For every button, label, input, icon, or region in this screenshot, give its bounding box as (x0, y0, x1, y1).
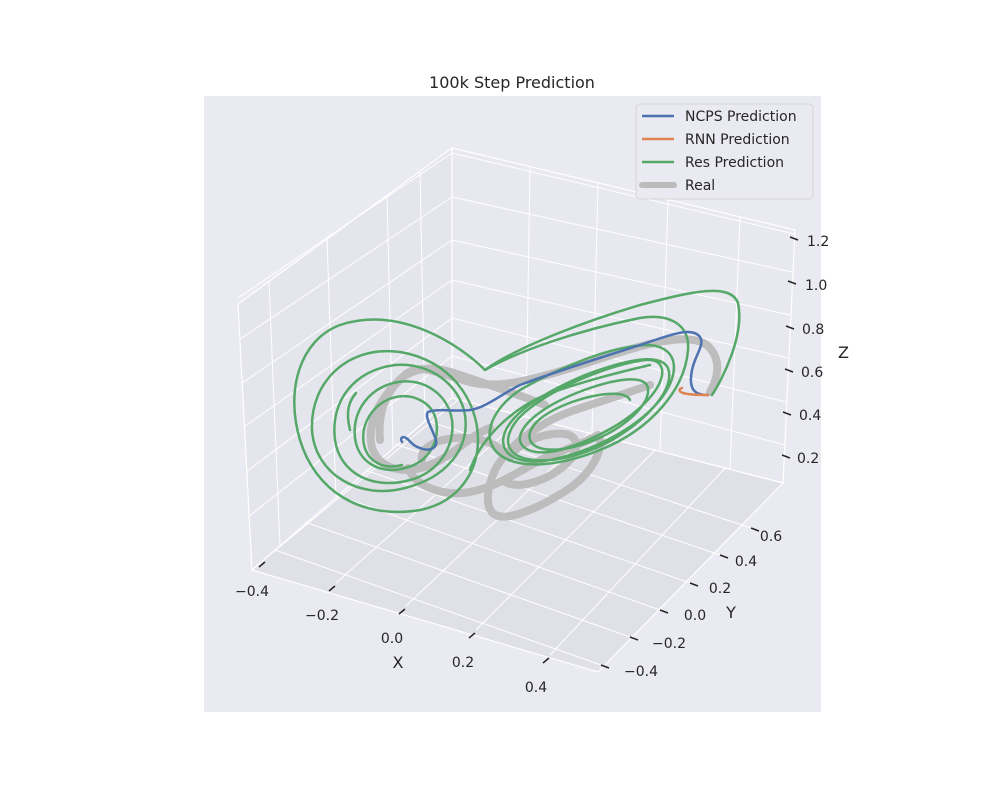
grid-line (274, 549, 602, 666)
legend-box (635, 103, 814, 200)
legend-label-rnn: RNN Prediction (685, 132, 790, 148)
y-tick (719, 554, 729, 559)
grid-line (451, 196, 793, 273)
real-trajectory (483, 381, 654, 521)
grid-line (237, 152, 453, 299)
grid-line (549, 466, 727, 656)
legend-label-res: Res Prediction (685, 155, 784, 171)
grid-line (451, 355, 786, 446)
grid-line (304, 521, 631, 638)
y-tick-label: −0.4 (624, 664, 658, 680)
grid-line (335, 494, 661, 611)
z-tick (781, 454, 791, 459)
grid-line (451, 152, 795, 235)
y-tick (629, 636, 639, 641)
z-tick (782, 411, 792, 416)
x-tick (328, 585, 336, 592)
grid-line (451, 239, 791, 316)
grid-line (239, 196, 453, 340)
y-tick-label: 0.2 (709, 581, 731, 597)
z-tick-label: 0.2 (797, 451, 819, 467)
z-tick-label: 1.2 (807, 234, 829, 250)
series-rnn-prediction (678, 386, 710, 397)
z-tick-label: 1.0 (805, 278, 827, 294)
y-tick-label: 0.0 (684, 608, 706, 624)
x-tick-label: 0.0 (381, 631, 403, 647)
res-trajectory (293, 289, 741, 514)
x-axis-label: X (393, 653, 404, 672)
z-tick-label: 0.6 (801, 365, 823, 381)
z-tick-label: 0.4 (799, 408, 821, 424)
x-tick-label: −0.4 (235, 584, 269, 600)
z-axis-label: Z (838, 343, 849, 362)
grid-line (419, 170, 426, 423)
grid-line (386, 194, 394, 450)
series-res-prediction (293, 289, 741, 514)
x-tick-label: 0.4 (525, 680, 547, 696)
grid-line (245, 317, 453, 473)
z-axis: 0.2 0.4 0.6 0.8 1.0 1.2 Z (781, 234, 849, 467)
y-tick-label: 0.6 (760, 529, 782, 545)
z-tick-label: 0.8 (802, 322, 824, 338)
y-tick-label: −0.2 (652, 636, 686, 652)
legend-label-ncps: NCPS Prediction (685, 109, 797, 125)
series-ncps-prediction (399, 330, 710, 451)
x-tick (468, 632, 476, 639)
legend-label-real: Real (685, 178, 715, 194)
grid-lines (237, 152, 795, 666)
z-tick (789, 236, 799, 241)
x-tick (398, 608, 406, 615)
grid-line (268, 280, 281, 547)
x-tick (258, 561, 266, 568)
real-trajectory (417, 433, 514, 464)
z-tick (787, 280, 797, 285)
x-axis: −0.4 −0.2 0.0 0.2 0.4 X (235, 561, 550, 696)
y-tick (750, 527, 760, 532)
res-trajectory (346, 391, 358, 432)
z-tick (784, 368, 794, 373)
chart-title: 100k Step Prediction (429, 73, 595, 92)
grid-line (591, 182, 599, 436)
y-axis: −0.4 −0.2 0.0 0.2 0.4 0.6 Y (600, 527, 782, 680)
grid-line (451, 317, 787, 403)
y-tick (659, 609, 669, 614)
res-trajectory (468, 363, 652, 472)
plot-lines (293, 289, 741, 521)
x-tick-label: −0.2 (305, 608, 339, 624)
grid-line (241, 239, 453, 384)
y-tick-label: 0.4 (735, 554, 757, 570)
grid-line (326, 238, 337, 499)
series-real (366, 335, 722, 521)
z-tick (785, 325, 795, 330)
x-tick-label: 0.2 (452, 655, 474, 671)
grid-line (659, 199, 669, 453)
y-tick (689, 582, 699, 587)
x-tick (542, 657, 550, 664)
grid-line (243, 279, 453, 428)
grid-line (451, 279, 789, 359)
legend: NCPS Prediction RNN Prediction Res Predi… (635, 103, 814, 200)
grid-line (364, 469, 691, 584)
res-trajectory (483, 315, 690, 466)
y-axis-label: Y (725, 603, 736, 622)
y-tick (600, 664, 610, 669)
